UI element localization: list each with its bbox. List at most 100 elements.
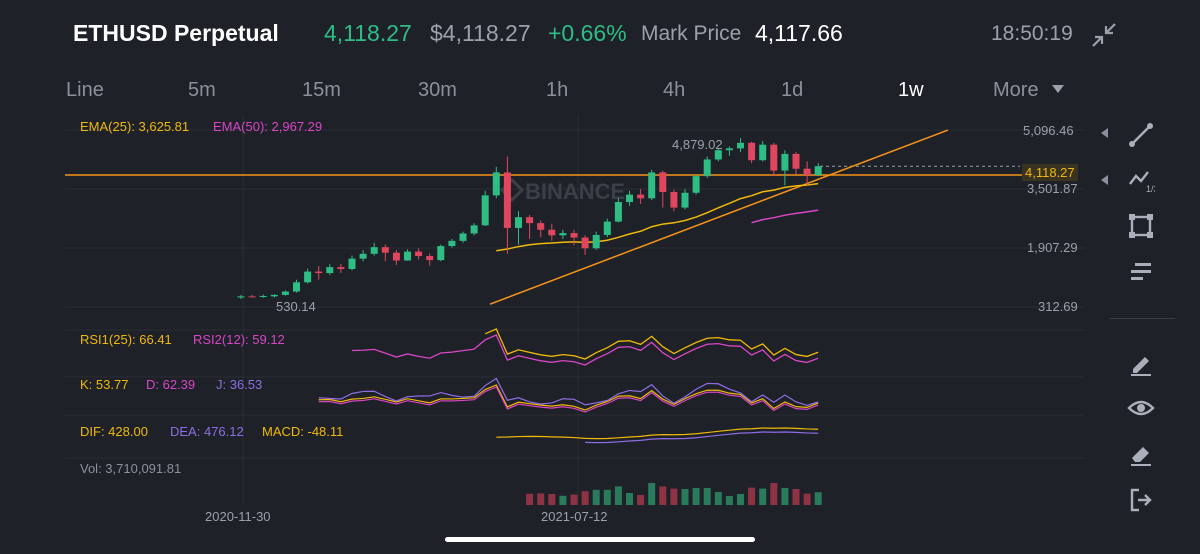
volume-bars bbox=[526, 483, 822, 505]
tab-1d[interactable]: 1d bbox=[781, 79, 804, 101]
ema-lines bbox=[496, 182, 819, 252]
volume-bar bbox=[659, 486, 667, 505]
collapse-icon[interactable] bbox=[1091, 22, 1117, 48]
candle-body bbox=[426, 256, 434, 261]
fib-icon[interactable]: 1/3 bbox=[1127, 166, 1155, 194]
chevron-down-icon[interactable] bbox=[1052, 85, 1064, 93]
triangle-left-icon bbox=[1101, 128, 1108, 138]
ema50-line bbox=[751, 209, 819, 224]
candle-body bbox=[448, 240, 456, 247]
volume-bar bbox=[792, 489, 800, 505]
volume-bar bbox=[737, 494, 744, 505]
volume-bar bbox=[703, 488, 711, 505]
candle-body bbox=[637, 194, 645, 199]
mark-price-value: 4,117.66 bbox=[755, 20, 843, 46]
eraser-icon[interactable] bbox=[1127, 440, 1155, 468]
candle-body bbox=[614, 202, 622, 222]
tab-30m[interactable]: 30m bbox=[418, 79, 457, 101]
candle-body bbox=[326, 267, 334, 274]
candle-body bbox=[515, 217, 522, 228]
tab-5m[interactable]: 5m bbox=[188, 79, 216, 101]
tab-15m[interactable]: 15m bbox=[302, 79, 341, 101]
candle-body bbox=[237, 296, 245, 298]
candle-body bbox=[437, 246, 445, 261]
interval-tabs: Line 5m 15m 30m 1h 4h 1d 1w More bbox=[0, 76, 1090, 106]
rsi2-line bbox=[351, 334, 819, 366]
low-price-annotation: 530.14 bbox=[276, 299, 316, 314]
volume-bar bbox=[548, 494, 556, 505]
tab-4h[interactable]: 4h bbox=[663, 79, 686, 101]
toolbar-divider bbox=[1110, 318, 1175, 319]
candle-body bbox=[703, 159, 711, 177]
candle-body bbox=[304, 271, 312, 283]
candle-body bbox=[270, 294, 278, 297]
tab-1w[interactable]: 1w bbox=[898, 79, 924, 101]
price-axis-label: 5,096.46 bbox=[1023, 123, 1074, 138]
mark-price-label: Mark Price bbox=[641, 22, 742, 45]
volume-bar bbox=[526, 493, 534, 505]
volume-bar bbox=[770, 483, 778, 505]
candle-body bbox=[814, 166, 822, 176]
volume-bar bbox=[559, 495, 567, 505]
volume-bar bbox=[626, 493, 633, 505]
kdj-j-line bbox=[318, 377, 819, 407]
ema25-line bbox=[496, 182, 819, 252]
volume-bar bbox=[614, 486, 622, 505]
candle-body bbox=[670, 192, 678, 208]
candle-body bbox=[281, 291, 289, 295]
candle-body bbox=[748, 142, 756, 161]
candle-body bbox=[259, 295, 267, 297]
price-chart[interactable]: BINANCE bbox=[0, 110, 1100, 530]
candle-body bbox=[492, 172, 500, 196]
candle-body bbox=[792, 153, 800, 169]
trendlines bbox=[65, 129, 1025, 305]
kdj-j-legend: J: 36.53 bbox=[216, 377, 263, 392]
volume-bar bbox=[681, 489, 689, 505]
price-axis-label: 3,501.87 bbox=[1027, 181, 1078, 196]
exit-icon[interactable] bbox=[1127, 486, 1155, 514]
high-price-annotation: 4,879.02 bbox=[672, 137, 723, 152]
axis-markers bbox=[1101, 128, 1108, 185]
macd-value-legend: MACD: -48.11 bbox=[262, 424, 344, 439]
tab-line[interactable]: Line bbox=[66, 79, 104, 101]
candle-body bbox=[370, 247, 378, 254]
tab-more[interactable]: More bbox=[993, 79, 1039, 101]
volume-bar bbox=[581, 491, 589, 505]
volume-bar bbox=[692, 488, 700, 505]
volume-bar bbox=[603, 489, 611, 505]
candle-body bbox=[293, 282, 300, 292]
menu-lines-icon[interactable] bbox=[1127, 258, 1155, 286]
ema50-legend: EMA(50): 2,967.29 bbox=[213, 119, 323, 134]
home-indicator bbox=[445, 537, 755, 542]
candle-body bbox=[348, 258, 356, 269]
candle-body bbox=[759, 144, 767, 161]
kdj-k-legend: K: 53.77 bbox=[80, 377, 129, 392]
current-price-tag: 4,118.27 bbox=[1022, 164, 1078, 181]
price-change-percent: +0.66% bbox=[548, 20, 627, 46]
rectangle-icon[interactable] bbox=[1127, 212, 1155, 240]
eye-icon[interactable] bbox=[1127, 394, 1155, 422]
pencil-icon[interactable] bbox=[1127, 349, 1155, 377]
rsi1-line bbox=[484, 328, 819, 360]
candle-body bbox=[581, 237, 589, 249]
watermark-text: BINANCE bbox=[525, 179, 625, 204]
candle-body bbox=[404, 251, 411, 261]
candle-body bbox=[692, 176, 700, 193]
candle-body bbox=[659, 172, 667, 193]
trend-line-icon[interactable] bbox=[1127, 121, 1155, 149]
candle-body bbox=[248, 296, 256, 298]
candle-body bbox=[559, 233, 567, 236]
candle-body bbox=[359, 253, 367, 259]
macd-dif-legend: DIF: 428.00 bbox=[80, 424, 148, 439]
indicator-lines bbox=[318, 328, 819, 444]
candle-body bbox=[459, 233, 467, 241]
volume-bar bbox=[814, 492, 822, 505]
candle-body bbox=[392, 252, 400, 261]
tab-1h[interactable]: 1h bbox=[546, 79, 569, 101]
symbol-title[interactable]: ETHUSD Perpetual bbox=[73, 20, 279, 46]
candle-body bbox=[315, 271, 323, 274]
usd-price: $4,118.27 bbox=[430, 20, 531, 46]
volume-bar bbox=[748, 487, 756, 505]
candles bbox=[237, 138, 822, 299]
clock-time: 18:50:19 bbox=[991, 22, 1073, 45]
